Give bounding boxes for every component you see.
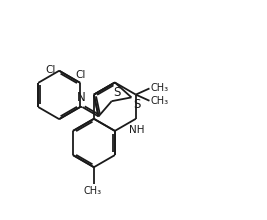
Text: Cl: Cl [46,65,56,75]
Text: S: S [113,86,120,99]
Text: N: N [77,91,86,104]
Text: CH₃: CH₃ [84,186,102,196]
Text: CH₃: CH₃ [151,96,169,106]
Text: S: S [133,99,140,112]
Text: CH₃: CH₃ [151,83,169,93]
Text: Cl: Cl [75,70,86,80]
Text: NH: NH [129,125,145,135]
